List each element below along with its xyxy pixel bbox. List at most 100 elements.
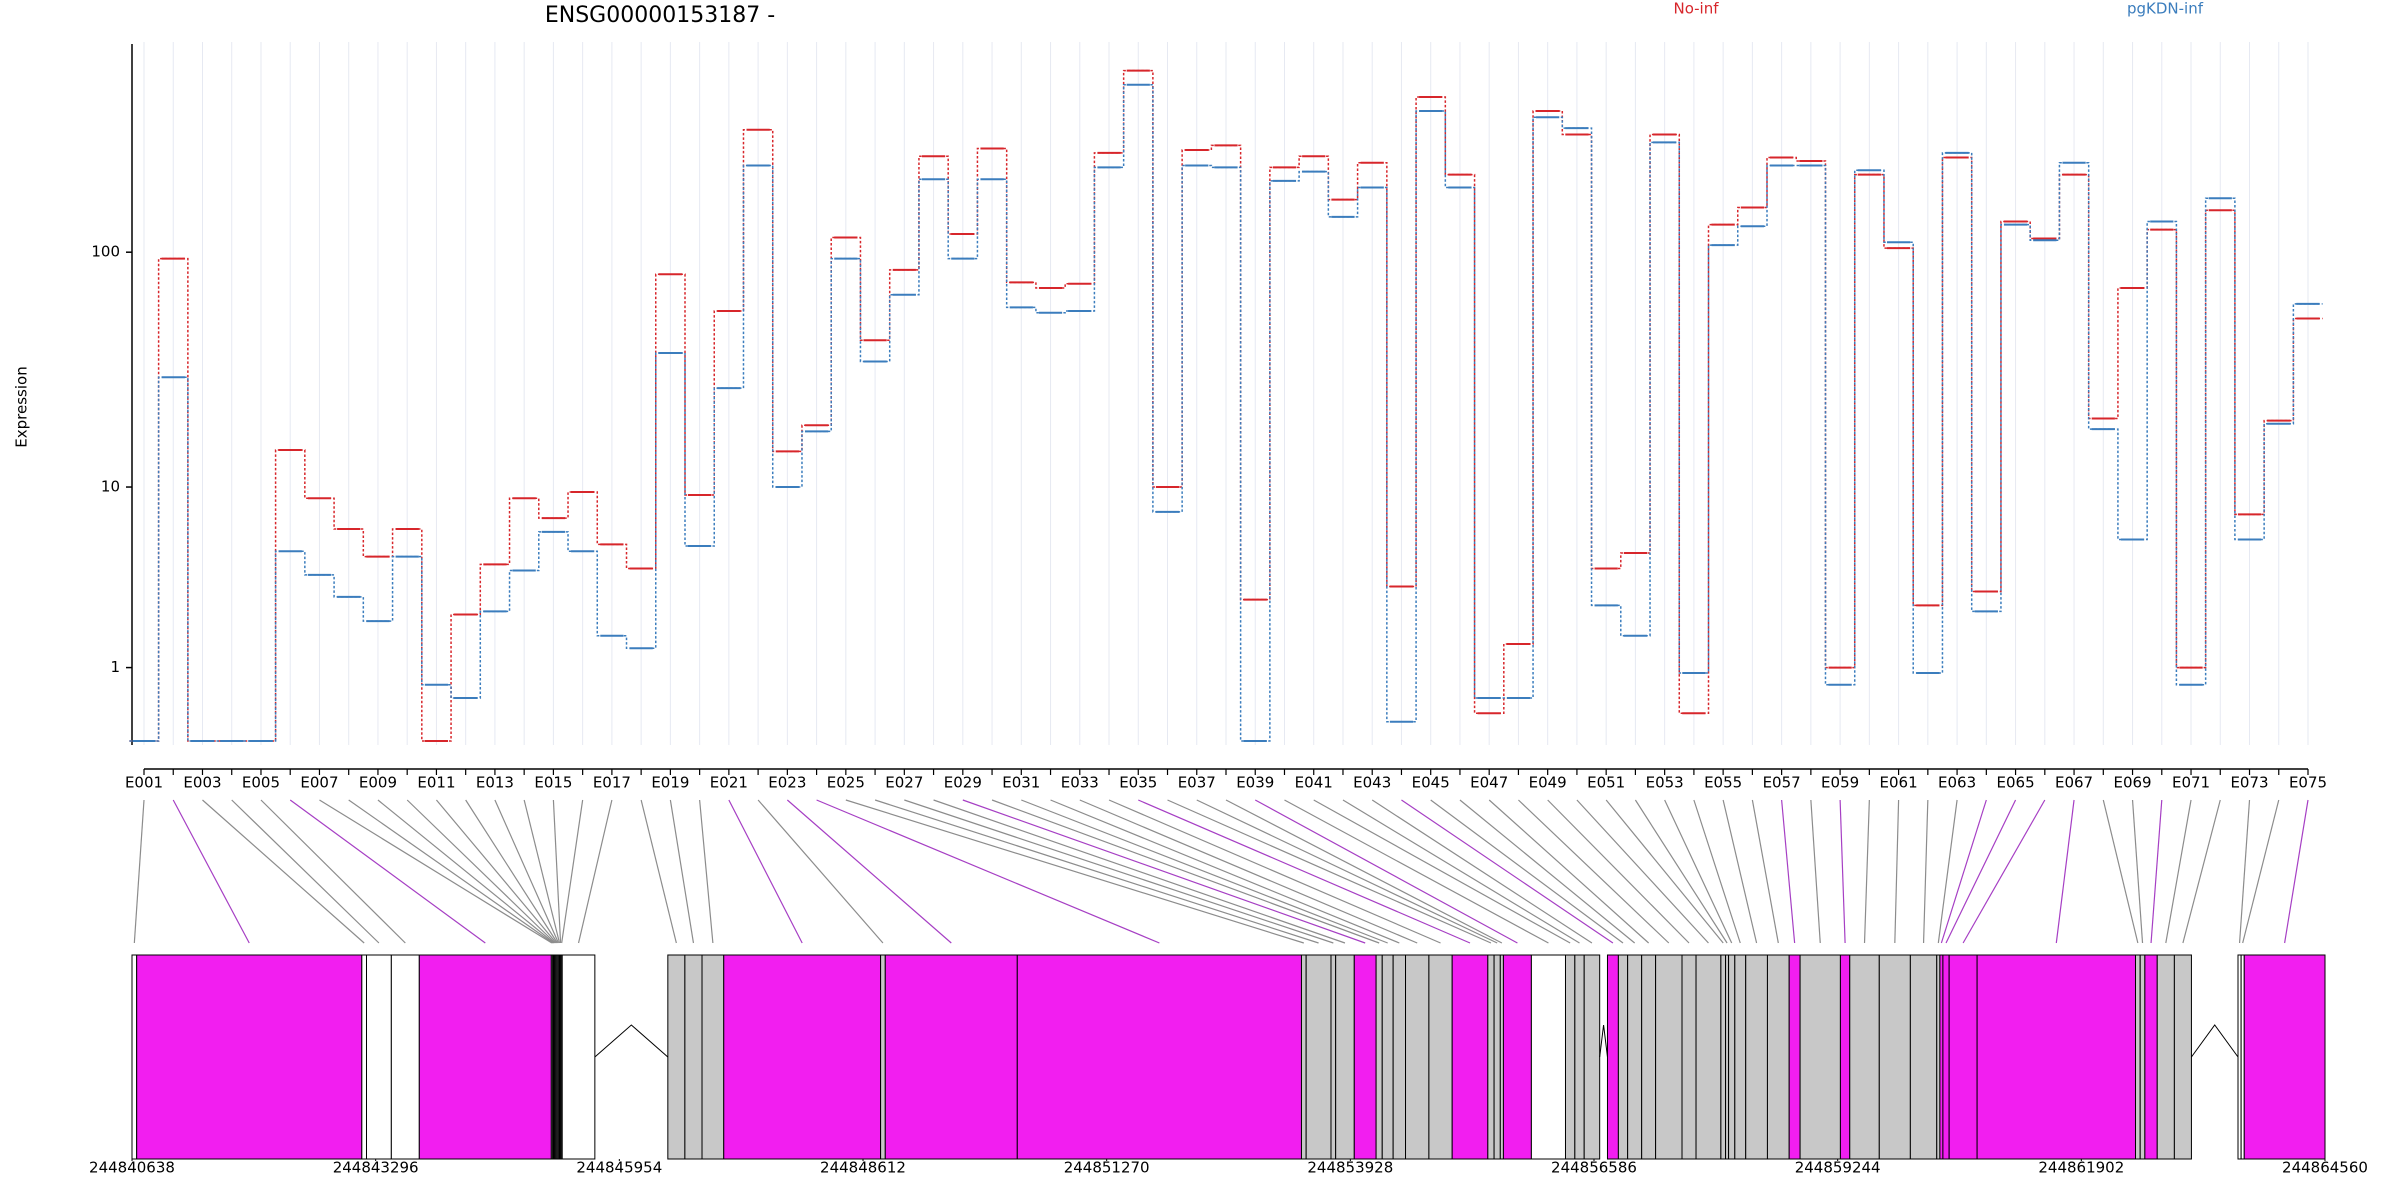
exon-connector <box>1021 799 1388 944</box>
x-tick-label: E033 <box>1061 774 1099 792</box>
x-tick-label: E025 <box>827 774 865 792</box>
exon <box>1493 954 1501 1160</box>
exon-connector <box>1079 799 1418 944</box>
exon-connector <box>1940 799 1987 944</box>
x-tick-label: E019 <box>651 774 689 792</box>
exon <box>684 954 703 1160</box>
exon <box>1695 954 1722 1160</box>
exon-connector <box>2284 799 2309 944</box>
exon-connector <box>699 799 714 944</box>
exon <box>1976 954 2137 1160</box>
x-tick-label: E007 <box>300 774 338 792</box>
exon <box>1734 954 1747 1160</box>
exon-connector <box>1810 799 1821 944</box>
x-tick-label: E059 <box>1821 774 1859 792</box>
exon-connector <box>172 799 250 944</box>
x-tick-label: E013 <box>476 774 514 792</box>
exon-connector <box>1342 799 1580 944</box>
genomic-tick-label: 244843296 <box>333 1159 419 1177</box>
exon-connector <box>669 799 695 944</box>
exon <box>1728 954 1736 1160</box>
x-tick-label: E045 <box>1412 774 1450 792</box>
exon-connector <box>406 799 556 944</box>
exon-connector <box>1196 799 1498 944</box>
exon-connector <box>845 799 1304 944</box>
exon-connector <box>523 799 561 944</box>
exon <box>1305 954 1332 1160</box>
exon-connector <box>962 799 1366 944</box>
x-tick-label: E053 <box>1646 774 1684 792</box>
exon <box>1530 954 1566 1160</box>
exon <box>1428 954 1453 1160</box>
exon <box>1839 954 1851 1160</box>
exon <box>1627 954 1643 1160</box>
exon-connector <box>933 799 1346 944</box>
exon <box>361 954 367 1160</box>
exon-connector <box>1401 799 1614 944</box>
exon-connector <box>874 799 1319 944</box>
x-tick-label: E035 <box>1119 774 1157 792</box>
x-tick-label: E023 <box>768 774 806 792</box>
exon <box>723 954 882 1160</box>
exon-connector <box>1488 799 1650 944</box>
exon <box>1766 954 1790 1160</box>
exon-connector <box>2182 799 2221 944</box>
exon <box>1745 954 1768 1160</box>
exon-connector <box>1781 799 1796 944</box>
exon <box>1502 954 1532 1160</box>
exon-connector <box>1167 799 1492 944</box>
exon-connector <box>2131 799 2144 944</box>
exon-connector <box>1050 799 1400 944</box>
exon-connector <box>1225 799 1503 944</box>
exon <box>1335 954 1355 1160</box>
exon-connector <box>377 799 555 944</box>
x-tick-label: E043 <box>1353 774 1391 792</box>
exon-connector <box>1284 799 1549 944</box>
exon-connector <box>1576 799 1709 944</box>
x-tick-label: E065 <box>1997 774 2035 792</box>
exon <box>1016 954 1302 1160</box>
exon <box>365 954 392 1160</box>
exon <box>561 954 596 1160</box>
exon <box>1392 954 1407 1160</box>
exon <box>2144 954 2158 1160</box>
exon <box>1948 954 1978 1160</box>
exon-connector <box>465 799 558 944</box>
exon-connector <box>1254 799 1518 944</box>
exon <box>701 954 725 1160</box>
exon <box>1606 954 1619 1160</box>
chart-title: ENSG00000153187 - <box>545 3 775 28</box>
exon <box>1788 954 1801 1160</box>
x-tick-label: E003 <box>183 774 221 792</box>
exon-connector <box>1922 799 1929 944</box>
exon <box>1375 954 1383 1160</box>
exon-connector <box>435 799 557 944</box>
exon-connector <box>1863 799 1870 944</box>
exon <box>1381 954 1394 1160</box>
x-tick-label: E037 <box>1178 774 1216 792</box>
exon-connector <box>1839 799 1846 944</box>
intron <box>2191 1024 2239 1058</box>
genomic-tick-label: 244851270 <box>1064 1159 1150 1177</box>
x-tick-label: E009 <box>359 774 397 792</box>
exon <box>1909 954 1938 1160</box>
x-tick-label: E073 <box>2230 774 2268 792</box>
exon-connector <box>1693 799 1741 944</box>
exon-connector <box>577 799 613 944</box>
exon-connector <box>904 799 1334 944</box>
x-tick-label: E015 <box>534 774 572 792</box>
exon <box>1451 954 1489 1160</box>
exon <box>2173 954 2192 1160</box>
x-tick-label: E041 <box>1295 774 1333 792</box>
exon-connector <box>1664 799 1733 944</box>
exon-connector <box>786 799 952 944</box>
exon <box>1641 954 1657 1160</box>
exon <box>1617 954 1629 1160</box>
exon-connector <box>561 799 584 944</box>
exon <box>390 954 420 1160</box>
exon-connector <box>1962 799 2046 944</box>
exon <box>884 954 1018 1160</box>
x-tick-label: E039 <box>1236 774 1274 792</box>
exon-connector <box>231 799 380 944</box>
genomic-tick-label: 244864560 <box>2282 1159 2368 1177</box>
